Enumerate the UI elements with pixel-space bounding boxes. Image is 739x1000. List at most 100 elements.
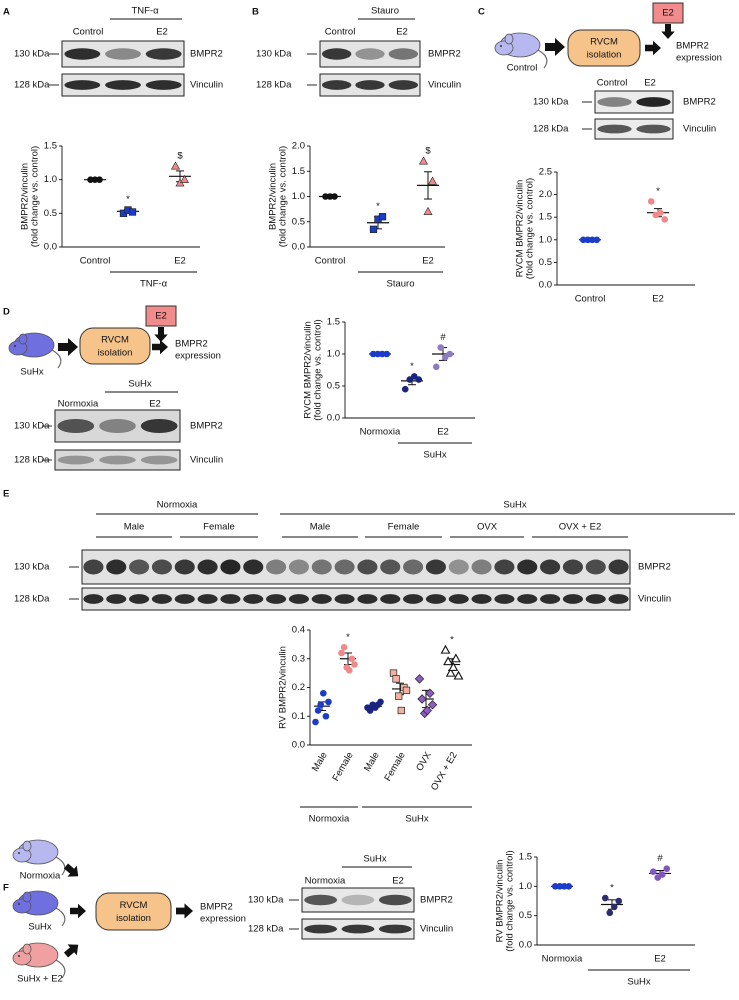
blot-band: [355, 48, 385, 60]
y-axis-label: BMPR2/vinculin: [20, 163, 31, 230]
significance-mark: #: [657, 853, 663, 864]
y-tick-label: 1.0: [327, 349, 340, 360]
blot-band: [140, 418, 178, 434]
blot-band: [540, 559, 561, 575]
x-tick-label: Normoxia: [542, 954, 583, 965]
bracket-label: TNF-α: [140, 279, 168, 290]
blot-band: [64, 80, 101, 90]
blot-band: [608, 594, 629, 604]
data-point: [377, 698, 384, 706]
blot-band: [243, 594, 264, 604]
blot-band: [288, 559, 309, 575]
blot-band: [388, 80, 419, 90]
blot-band: [378, 924, 412, 934]
data-point: [453, 670, 464, 680]
result-label: BMPR2: [200, 902, 233, 913]
mouse-head: [12, 847, 32, 863]
data-point: [647, 198, 655, 205]
x-tick-label: Male: [362, 750, 382, 773]
y-tick-label: 1.0: [292, 191, 305, 202]
protein-label: Vinculin: [420, 924, 453, 935]
data-point: [179, 174, 190, 183]
y-tick-label: 0.5: [539, 257, 552, 268]
blot-band: [105, 80, 141, 90]
data-point: [417, 694, 427, 704]
blot-band: [540, 594, 561, 604]
y-tick-label: 1.0: [44, 174, 57, 185]
blot-band: [145, 48, 182, 60]
significance-mark: *: [410, 361, 414, 372]
y-tick-label: 0.5: [519, 910, 532, 921]
treatment-label: E2: [662, 8, 674, 19]
data-point: [450, 653, 461, 663]
mouse-eye: [18, 903, 20, 905]
significance-mark: *: [610, 883, 614, 894]
tail-icon: [537, 49, 548, 69]
data-point: [312, 718, 319, 726]
blot-band: [57, 418, 95, 434]
blot-band: [636, 124, 671, 134]
subgroup-label: Female: [203, 522, 235, 533]
x-tick-label: Male: [310, 750, 330, 773]
data-point: [437, 344, 445, 351]
y-tick-label: 0.2: [292, 682, 305, 693]
size-label: 130 kDa: [248, 895, 284, 906]
blot-band: [357, 559, 378, 575]
blot-band: [322, 48, 352, 60]
data-point: [601, 894, 609, 902]
x-tick-label: E2: [174, 256, 186, 267]
size-label: 130 kDa: [533, 97, 569, 108]
blot-strip: [81, 549, 631, 585]
data-point: [422, 705, 432, 716]
data-point: [369, 225, 378, 233]
data-point: [432, 363, 440, 371]
mouse-ear: [18, 333, 28, 345]
blot-band: [322, 80, 352, 90]
data-point: [346, 666, 353, 674]
step-box: [79, 327, 151, 365]
protein-label: BMPR2: [420, 895, 453, 906]
data-point: [128, 208, 137, 216]
subgroup-label: Male: [124, 522, 145, 533]
data-point: [395, 692, 403, 700]
significance-mark: *: [126, 194, 130, 205]
panel-letter: A: [3, 7, 10, 18]
data-point: [392, 675, 400, 683]
data-point: [351, 661, 358, 668]
tail-icon: [51, 349, 62, 369]
mouse-eye: [14, 345, 16, 347]
treatment-box: [145, 305, 177, 327]
y-tick-label: 2.0: [292, 141, 305, 152]
data-point: [445, 667, 456, 677]
data-point: [656, 209, 664, 216]
lane-label: E2: [156, 27, 168, 38]
mouse-eye: [18, 852, 20, 854]
mouse-label: SuHx: [28, 922, 51, 933]
data-point: [565, 883, 573, 890]
data-point: [606, 909, 614, 917]
blot-strip: [54, 449, 181, 471]
size-label: 128 kDa: [14, 455, 50, 466]
blot-strip: [594, 90, 674, 114]
y-axis-label: BMPR2/vinculin: [268, 163, 279, 230]
panel-letter: F: [3, 883, 9, 894]
lane-label: E2: [644, 78, 656, 89]
y-tick-label: 0.3: [292, 653, 305, 664]
blot-band: [494, 594, 515, 604]
blot-band: [197, 559, 218, 575]
size-label: 130 kDa: [14, 49, 50, 60]
group-label: SuHx: [503, 500, 526, 511]
data-point: [446, 350, 454, 358]
y-tick-label: 2.5: [539, 167, 552, 178]
x-tick-label: OVX + E2: [429, 750, 460, 792]
data-point: [658, 871, 666, 878]
blot-band: [220, 559, 241, 575]
data-point: [320, 689, 327, 697]
data-point: [348, 655, 356, 663]
blot-band: [288, 594, 309, 604]
blot-band: [174, 594, 195, 604]
blot-band: [220, 594, 241, 604]
tail-icon: [55, 907, 66, 927]
y-axis-label: RVCM BMPR2/vinculin: [515, 180, 526, 278]
